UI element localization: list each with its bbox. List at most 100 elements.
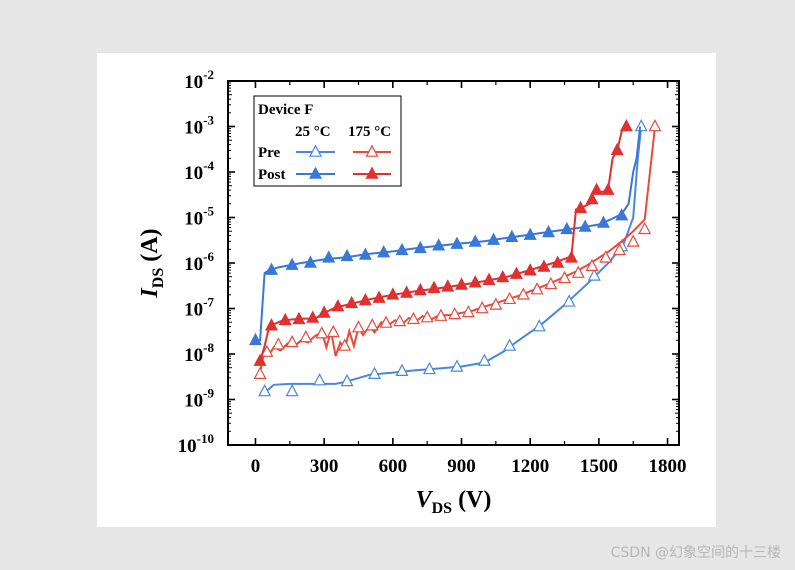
data-point <box>601 182 615 195</box>
data-point <box>562 294 576 307</box>
data-point <box>400 285 414 298</box>
data-point <box>345 295 359 309</box>
y-tick-label: 10-7 <box>184 295 214 321</box>
data-point <box>338 338 352 351</box>
data-point <box>468 275 482 288</box>
data-point <box>475 301 489 314</box>
data-point <box>648 119 662 132</box>
legend-col-25C: 25 °C <box>295 124 331 140</box>
data-point <box>450 236 464 249</box>
data-point <box>248 332 262 346</box>
data-point <box>432 238 446 251</box>
data-point <box>450 359 464 372</box>
data-point <box>503 291 517 305</box>
data-point <box>377 245 391 258</box>
data-point <box>292 311 306 325</box>
x-tick-label: 0 <box>251 456 261 477</box>
data-point <box>590 182 604 195</box>
data-point <box>285 257 299 270</box>
data-point <box>448 306 462 320</box>
y-tick-label: 10-2 <box>184 67 214 93</box>
y-axis-title: IDS (A) <box>137 228 167 298</box>
x-tick-label: 1800 <box>649 456 687 477</box>
data-point <box>610 142 624 156</box>
y-tick-label: 10-4 <box>184 158 214 184</box>
legend-marker <box>365 144 379 157</box>
y-tick-label: 10-10 <box>178 431 214 457</box>
data-point <box>278 312 292 326</box>
data-point <box>585 191 599 205</box>
data-point <box>612 242 626 256</box>
data-point <box>599 250 613 263</box>
series-post-25-c <box>248 126 642 346</box>
legend-marker <box>309 144 322 157</box>
legend-marks <box>296 144 391 179</box>
series-layer <box>248 119 662 397</box>
data-point <box>406 311 420 325</box>
data-point <box>441 279 455 292</box>
data-point <box>271 337 285 350</box>
legend-col-175C: 175 °C <box>348 124 391 140</box>
data-point <box>285 334 299 348</box>
data-point <box>386 287 400 300</box>
data-point <box>477 353 491 366</box>
data-point <box>558 270 572 284</box>
y-tick-label: 10-9 <box>184 386 214 412</box>
data-point <box>551 255 565 268</box>
x-tick-label: 900 <box>447 456 476 477</box>
legend-row-pre: Pre <box>258 145 281 161</box>
data-point <box>368 366 382 379</box>
data-point <box>530 282 544 295</box>
data-point <box>427 280 441 293</box>
data-point <box>523 263 537 276</box>
data-point <box>315 326 329 339</box>
data-point <box>585 258 599 272</box>
y-tick-label: 10-3 <box>184 113 214 139</box>
data-point <box>326 324 340 338</box>
data-point <box>638 221 652 235</box>
data-point <box>571 265 585 278</box>
data-point <box>537 259 551 272</box>
data-point <box>358 247 372 260</box>
data-point <box>482 272 496 285</box>
legend-box <box>253 95 402 187</box>
data-point <box>505 229 519 242</box>
data-point <box>331 299 345 312</box>
data-point <box>455 277 469 290</box>
data-point <box>351 320 365 333</box>
data-point <box>299 330 313 343</box>
x-axis-title: VDS (V) <box>416 487 492 517</box>
data-point <box>434 308 448 321</box>
data-point <box>322 250 336 263</box>
y-axis-title-group: IDS (A) <box>137 228 167 298</box>
data-point <box>258 384 272 397</box>
data-point <box>372 290 386 303</box>
data-point <box>487 232 501 245</box>
data-point <box>619 119 633 132</box>
data-point <box>615 208 629 221</box>
data-point <box>395 242 409 256</box>
data-point <box>340 248 354 262</box>
x-tick-label: 1200 <box>511 456 549 477</box>
x-tick-label: 600 <box>379 456 408 477</box>
data-point <box>365 318 379 331</box>
watermark: CSDN @幻象空间的十三楼 <box>610 545 781 561</box>
data-point <box>503 338 517 351</box>
data-point <box>564 250 578 263</box>
legend-title: Device F <box>258 102 313 118</box>
series-pre-175-c <box>253 119 662 379</box>
data-point <box>379 315 393 328</box>
data-point <box>523 227 537 240</box>
legend: Device F 25 °C 175 °C Pre Post <box>253 95 402 187</box>
data-point <box>413 240 427 254</box>
y-tick-label: 10-8 <box>184 340 214 366</box>
data-point <box>634 119 648 132</box>
data-point <box>303 255 317 268</box>
data-point <box>461 304 475 318</box>
data-point <box>626 234 640 247</box>
data-point <box>340 373 354 387</box>
data-point <box>509 266 523 279</box>
data-point <box>253 353 267 366</box>
y-tick-label: 10-6 <box>184 249 214 275</box>
x-tick-label: 1500 <box>580 456 618 477</box>
